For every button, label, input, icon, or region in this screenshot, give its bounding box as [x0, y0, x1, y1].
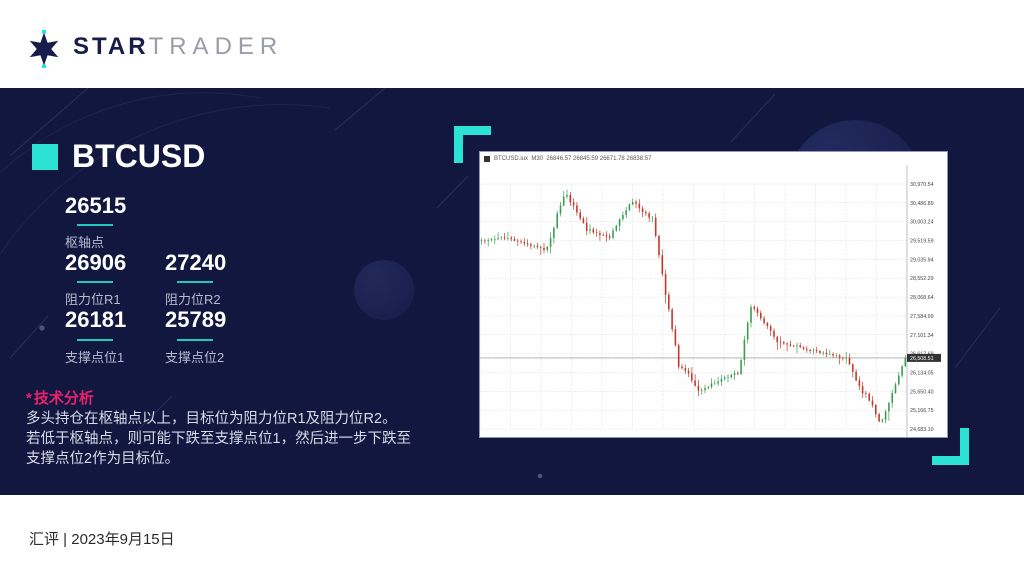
svg-text:30,003.24: 30,003.24 [910, 220, 934, 226]
svg-text:28,552.29: 28,552.29 [910, 276, 934, 282]
svg-text:25,650.40: 25,650.40 [910, 389, 934, 395]
svg-text:29,035.94: 29,035.94 [910, 257, 934, 263]
svg-text:30,970.54: 30,970.54 [910, 182, 934, 188]
svg-text:24,683.10: 24,683.10 [910, 427, 934, 433]
svg-text:27,101.34: 27,101.34 [910, 333, 934, 339]
svg-text:25,166.75: 25,166.75 [910, 408, 934, 414]
svg-text:29,519.59: 29,519.59 [910, 239, 934, 245]
svg-text:27,584.99: 27,584.99 [910, 314, 934, 320]
svg-text:26,508.51: 26,508.51 [910, 356, 934, 362]
svg-text:30,486.89: 30,486.89 [910, 201, 934, 207]
svg-text:26,134.05: 26,134.05 [910, 371, 934, 377]
svg-text:28,068.64: 28,068.64 [910, 295, 934, 301]
